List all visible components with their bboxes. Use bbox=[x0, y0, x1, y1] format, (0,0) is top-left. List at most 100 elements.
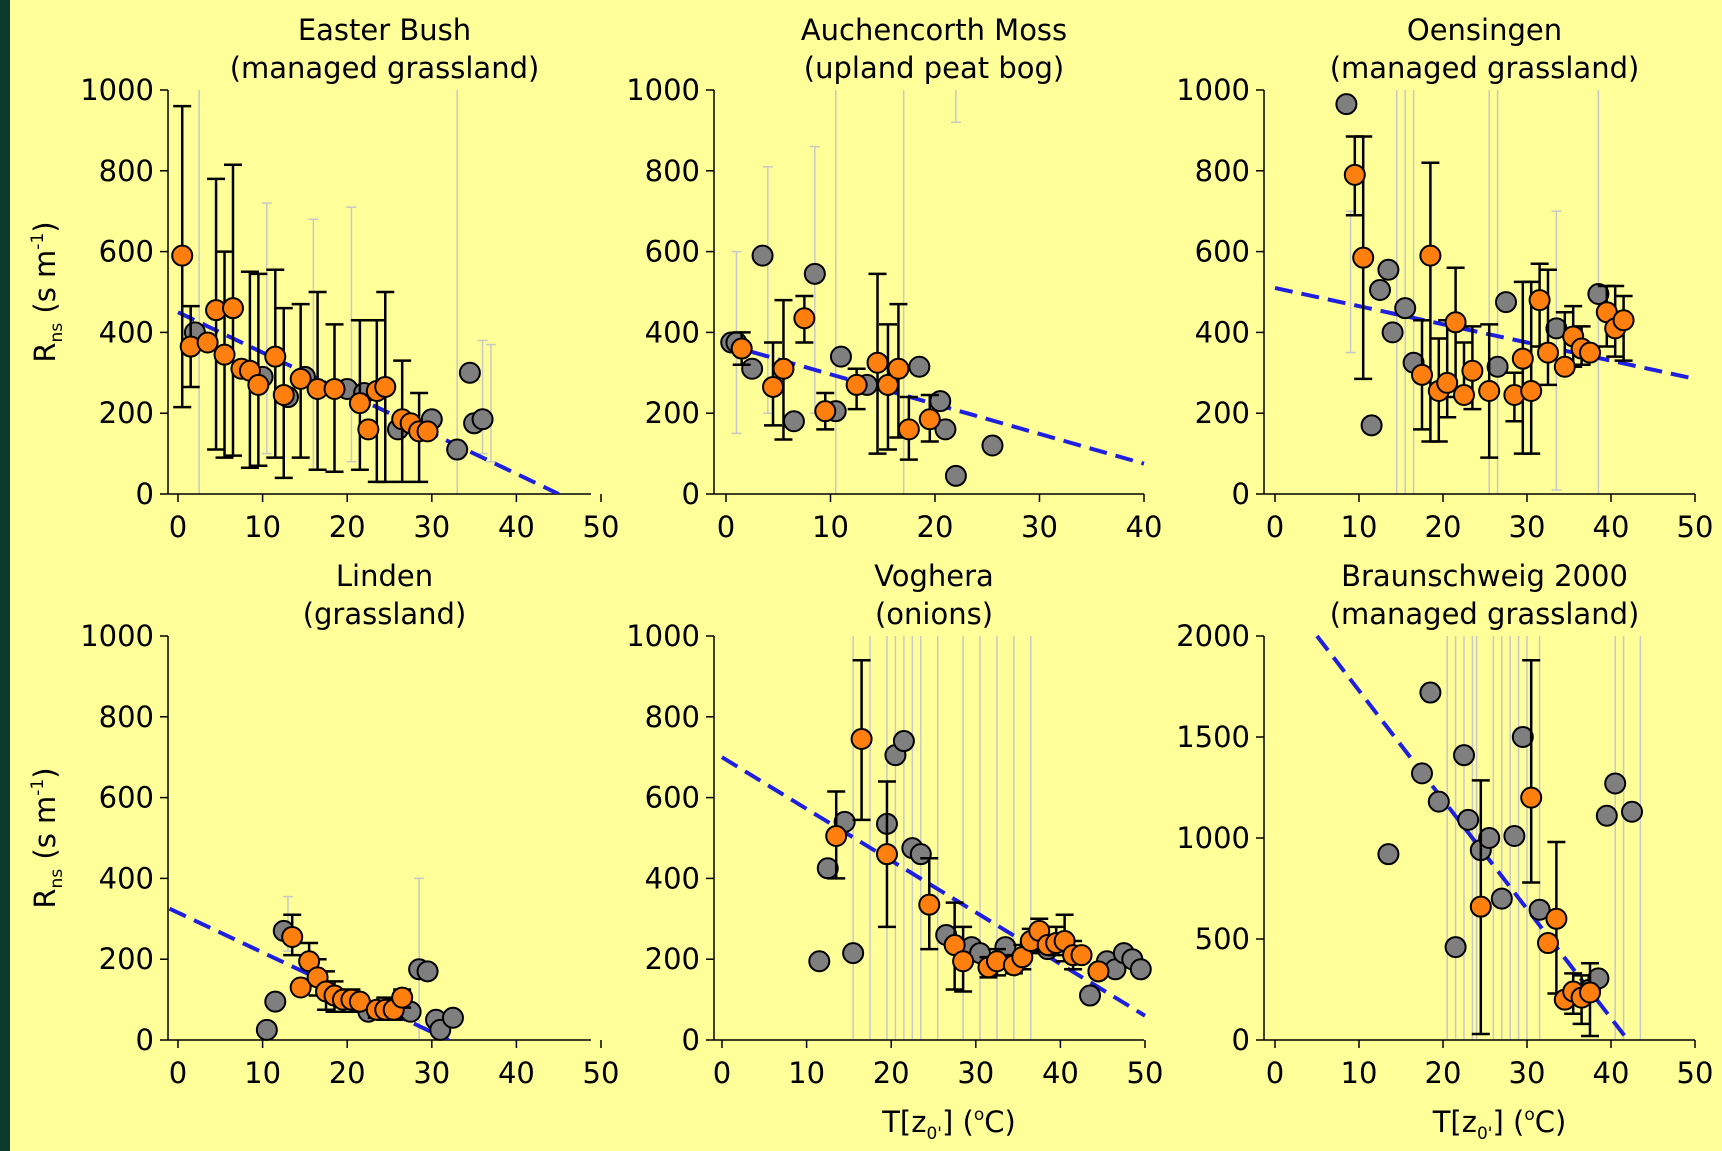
orange-marker bbox=[887, 357, 910, 380]
y-tick-label: 0 bbox=[682, 1023, 700, 1057]
y-tick-label: 500 bbox=[1195, 922, 1250, 956]
x-tick-label: 40 bbox=[498, 510, 535, 544]
grey-marker bbox=[808, 950, 831, 973]
grey-marker bbox=[1453, 744, 1475, 767]
grey-marker bbox=[1381, 321, 1404, 344]
fit-line bbox=[1274, 286, 1696, 381]
x-tick-label: 10 bbox=[812, 510, 849, 544]
orange-marker bbox=[1537, 932, 1559, 955]
orange-marker bbox=[825, 824, 848, 847]
grey-marker bbox=[1621, 800, 1643, 823]
y-tick-label: 200 bbox=[1195, 396, 1250, 430]
orange-marker bbox=[1453, 384, 1475, 407]
grey-marker bbox=[981, 434, 1004, 457]
panel-title: Easter Bush bbox=[298, 13, 471, 47]
chart-panel-5: 0 200 400 600 800 1000 0 10 20 30 40 50 Voghera (onio… bbox=[626, 559, 1163, 1144]
orange-marker bbox=[391, 986, 414, 1009]
chart-panel-1: 0 200 400 600 800 1000 0 10 20 30 40 50 Easter Bush (… bbox=[28, 13, 619, 544]
orange-marker bbox=[1436, 371, 1459, 394]
y-tick-label: 0 bbox=[136, 477, 154, 511]
grey-marker bbox=[842, 942, 865, 965]
grey-marker bbox=[1595, 804, 1618, 827]
x-tick-label: 30 bbox=[1021, 510, 1058, 544]
grey-marker bbox=[264, 990, 287, 1013]
orange-marker bbox=[1511, 347, 1534, 370]
orange-marker bbox=[866, 351, 889, 374]
chart-panel-3: 0 200 400 600 800 1000 0 10 20 30 40 50 Oensingen (ma… bbox=[1176, 13, 1713, 544]
grey-marker bbox=[1495, 291, 1517, 314]
plot-area bbox=[1264, 90, 1695, 494]
chart-panel-6: 0 500 1000 1500 2000 0 10 20 30 40 50 Braunschweig … bbox=[1176, 559, 1713, 1144]
panel-title: Voghera bbox=[874, 559, 994, 593]
x-tick-label: 0 bbox=[713, 1056, 731, 1090]
orange-marker bbox=[348, 392, 371, 415]
orange-marker bbox=[814, 400, 837, 423]
grey-marker bbox=[1587, 283, 1610, 306]
y-tick-label: 400 bbox=[645, 861, 700, 895]
grey-marker bbox=[1377, 258, 1400, 281]
grey-marker bbox=[829, 345, 852, 368]
fit-line bbox=[177, 310, 560, 494]
orange-marker bbox=[323, 377, 346, 400]
grey-marker bbox=[1486, 355, 1509, 378]
orange-marker bbox=[772, 357, 795, 380]
y-tick-label: 1000 bbox=[626, 619, 700, 653]
orange-marker bbox=[845, 373, 868, 396]
orange-marker bbox=[1411, 363, 1433, 386]
orange-marker bbox=[289, 976, 312, 999]
y-tick-label: 2000 bbox=[1176, 619, 1250, 653]
x-tick-label: 20 bbox=[329, 1056, 366, 1090]
x-tick-label: 20 bbox=[329, 510, 366, 544]
orange-marker bbox=[1579, 981, 1601, 1004]
orange-marker bbox=[1352, 246, 1375, 269]
orange-marker bbox=[1520, 379, 1543, 402]
grey-marker bbox=[1411, 762, 1433, 785]
x-tick-label: 20 bbox=[873, 1056, 910, 1090]
x-axis-label: T[z0'] (oC) bbox=[1432, 1105, 1567, 1144]
x-tick-label: 50 bbox=[1677, 1056, 1714, 1090]
orange-marker bbox=[221, 297, 244, 320]
y-axis-label: Rns (s m-1) bbox=[28, 767, 67, 908]
y-tick-label: 1500 bbox=[1176, 720, 1250, 754]
y-tick-label: 1000 bbox=[80, 73, 154, 107]
chart-panel-4: 0 200 400 600 800 1000 0 10 20 30 40 50 Linden (grass… bbox=[28, 559, 619, 1090]
x-tick-label: 40 bbox=[1042, 1056, 1079, 1090]
fit-line bbox=[720, 755, 1147, 1018]
x-tick-label: 0 bbox=[1266, 510, 1284, 544]
grey-marker bbox=[934, 418, 957, 441]
y-tick-label: 200 bbox=[645, 942, 700, 976]
x-tick-label: 30 bbox=[1509, 1056, 1546, 1090]
y-tick-label: 1000 bbox=[80, 619, 154, 653]
orange-marker bbox=[1553, 355, 1576, 378]
x-tick-label: 40 bbox=[498, 1056, 535, 1090]
orange-marker bbox=[281, 925, 304, 948]
orange-marker bbox=[850, 728, 873, 751]
y-tick-label: 600 bbox=[99, 781, 154, 815]
y-tick-label: 600 bbox=[99, 235, 154, 269]
y-tick-label: 1000 bbox=[626, 73, 700, 107]
orange-marker bbox=[264, 345, 287, 368]
x-tick-label: 10 bbox=[1341, 510, 1378, 544]
orange-marker bbox=[952, 950, 975, 973]
orange-marker bbox=[1444, 311, 1467, 334]
x-tick-label: 20 bbox=[917, 510, 954, 544]
grey-marker bbox=[1528, 898, 1551, 921]
orange-marker bbox=[1070, 944, 1093, 967]
orange-marker bbox=[289, 367, 312, 390]
grey-marker bbox=[909, 843, 932, 866]
grey-marker bbox=[803, 262, 826, 285]
x-tick-label: 10 bbox=[788, 1056, 825, 1090]
orange-marker bbox=[897, 418, 920, 441]
orange-marker bbox=[918, 893, 941, 916]
grey-marker bbox=[1394, 297, 1417, 320]
y-tick-label: 800 bbox=[645, 700, 700, 734]
y-tick-label: 400 bbox=[99, 315, 154, 349]
grey-marker bbox=[1129, 958, 1152, 981]
grey-marker bbox=[1377, 843, 1400, 866]
orange-marker bbox=[1478, 379, 1501, 402]
grey-marker bbox=[1419, 681, 1442, 704]
x-tick-label: 0 bbox=[169, 510, 187, 544]
x-tick-label: 50 bbox=[1677, 510, 1714, 544]
orange-marker bbox=[1528, 289, 1551, 312]
